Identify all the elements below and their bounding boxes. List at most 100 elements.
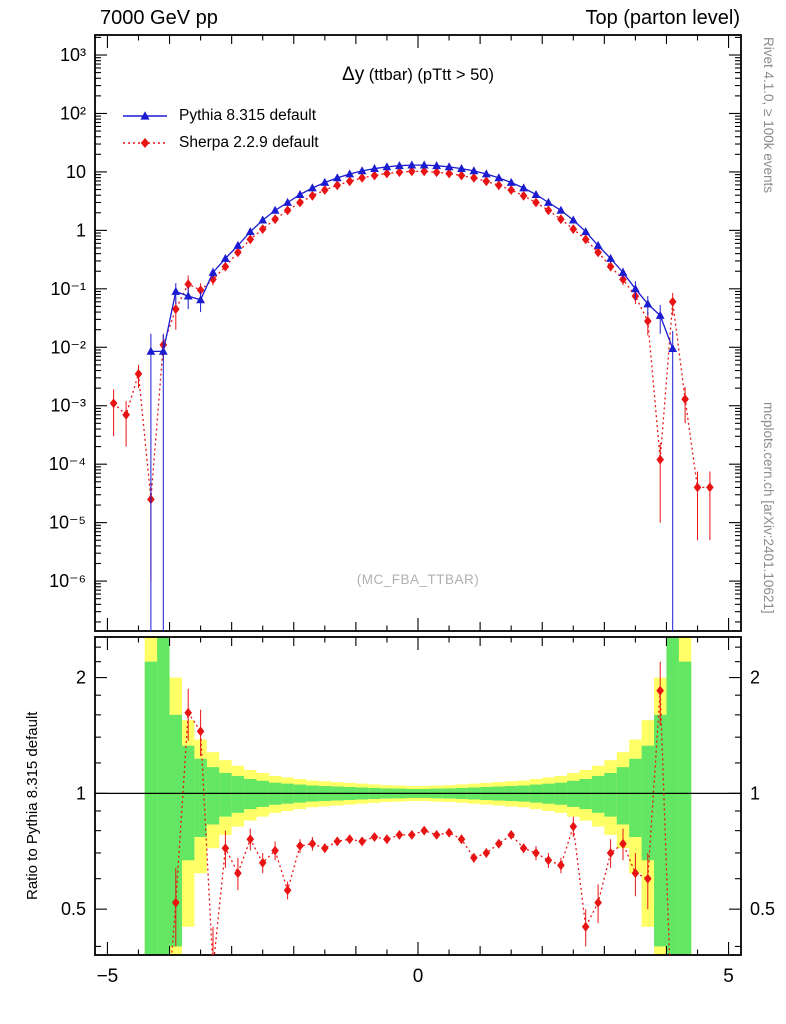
ratio-series-marker	[234, 868, 242, 879]
band-green-bin	[181, 745, 195, 861]
band-green-bin	[604, 772, 617, 817]
ratio-series	[171, 661, 671, 955]
axes	[94, 34, 742, 956]
legend: Pythia 8.315 default Sherpa 2.2.9 defaul…	[120, 102, 319, 156]
pythia-series-marker	[258, 215, 268, 224]
legend-label-sherpa: Sherpa 2.2.9 default	[179, 133, 319, 151]
ratio-series-marker	[196, 726, 205, 737]
ratio-series-marker	[544, 855, 553, 866]
tick-label: 10⁻⁵	[49, 513, 86, 533]
pythia-series-marker	[345, 169, 355, 178]
pythia-series-marker	[519, 183, 528, 192]
pythia-series-marker	[320, 177, 330, 186]
header-analysis-group: Top (parton level)	[585, 7, 740, 29]
ratio-series-marker	[656, 685, 664, 696]
pythia-series-marker	[332, 173, 342, 182]
band-green-bin	[678, 661, 692, 955]
pythia-series-marker	[444, 162, 454, 171]
sherpa-series-marker	[507, 185, 515, 195]
pythia-series-marker	[196, 295, 205, 304]
tick-label: 10⁻²	[50, 337, 86, 357]
band-green-bin	[579, 778, 592, 810]
sherpa-series-marker	[495, 180, 503, 191]
ratio-series-marker	[569, 821, 578, 832]
sherpa-series-marker	[395, 167, 404, 178]
ratio-series-marker	[184, 707, 192, 718]
sherpa-series-marker	[333, 180, 342, 191]
tick-label: 10⁻⁶	[49, 571, 86, 591]
sherpa-series-marker	[234, 247, 242, 258]
band-green-bin	[244, 778, 257, 810]
band-green-bin	[654, 714, 667, 947]
tick-label: 10²	[60, 103, 86, 123]
pythia-series-marker	[618, 267, 628, 276]
pythia-series-marker	[544, 197, 553, 206]
sherpa-series-marker	[122, 409, 130, 420]
pythia-series-line	[150, 164, 674, 353]
tick-label: 10	[66, 162, 86, 182]
title-rest: (ttbar) (pTtt > 50)	[364, 66, 494, 84]
pythia-series-marker	[593, 240, 603, 249]
pythia-series-marker	[556, 205, 566, 214]
tick-label: 0.5	[61, 899, 86, 919]
sherpa-series-marker	[519, 190, 528, 201]
ratio-series-marker	[631, 868, 640, 879]
sherpa-series-marker	[408, 166, 416, 177]
legend-label-pythia: Pythia 8.315 default	[179, 106, 317, 124]
ratio-series-marker	[246, 834, 255, 845]
sherpa-series-marker	[383, 168, 391, 179]
band-green-bin	[616, 767, 630, 825]
ratio-series-marker	[408, 830, 416, 840]
pythia-series-marker	[146, 346, 156, 355]
ratio-series-marker	[445, 827, 453, 838]
sherpa-series-marker	[656, 454, 664, 465]
ratio-series-marker	[644, 873, 652, 884]
ratio-series-marker	[358, 836, 366, 847]
pythia-series-marker	[208, 267, 218, 276]
pythia-series-marker	[631, 284, 640, 293]
pythia-series-marker	[395, 161, 404, 170]
header-beam-energy: 7000 GeV pp	[100, 7, 218, 29]
pythia-series-marker	[457, 164, 466, 172]
pythia-series-marker	[606, 253, 615, 262]
ratio-series-marker	[321, 843, 329, 854]
ratio-series-marker	[470, 852, 478, 863]
pythia-series-marker	[382, 162, 392, 171]
ratio-series-marker	[420, 825, 428, 836]
sherpa-series-marker	[432, 167, 441, 178]
tick-label: 5	[723, 966, 734, 987]
tick-label: 0	[413, 966, 424, 987]
sherpa-series-marker	[482, 176, 491, 187]
title-symbol: Δy	[342, 64, 365, 85]
sherpa-series	[109, 166, 714, 582]
pythia-series-marker	[357, 166, 367, 175]
pythia-series	[146, 160, 678, 631]
tick-label: 10⁻³	[50, 396, 86, 416]
pythia-series-marker	[183, 291, 193, 300]
mcplots-credit-label: mcplots.cern.ch [arXiv:2401.10621]	[761, 402, 776, 614]
sherpa-series-marker	[569, 224, 578, 234]
sherpa-series-marker	[445, 168, 453, 179]
sherpa-series-marker	[283, 205, 292, 216]
ratio-series-marker	[606, 848, 615, 858]
ratio-series-marker	[581, 921, 590, 932]
sherpa-series-marker	[706, 482, 714, 493]
band-green-bin	[641, 745, 655, 861]
sherpa-series-marker	[134, 369, 143, 379]
ratio-series-marker	[594, 897, 602, 908]
ratio-series-marker	[482, 848, 491, 858]
ratio-series-marker	[532, 848, 540, 858]
pythia-series-marker	[531, 190, 541, 198]
sherpa-series-marker	[668, 296, 677, 307]
band-green-bin	[591, 775, 605, 813]
pythia-series-marker	[270, 205, 280, 214]
tick-label: 10³	[60, 45, 86, 65]
tick-label: 1	[76, 783, 86, 803]
pythia-series-marker	[233, 240, 243, 249]
legend-item-sherpa: Sherpa 2.2.9 default	[120, 129, 319, 156]
sherpa-series-marker	[246, 234, 255, 245]
ratio-series-marker	[345, 834, 354, 845]
band-green-bin	[231, 775, 245, 813]
sherpa-series-marker	[308, 190, 317, 201]
ratio-series-marker	[296, 841, 304, 851]
